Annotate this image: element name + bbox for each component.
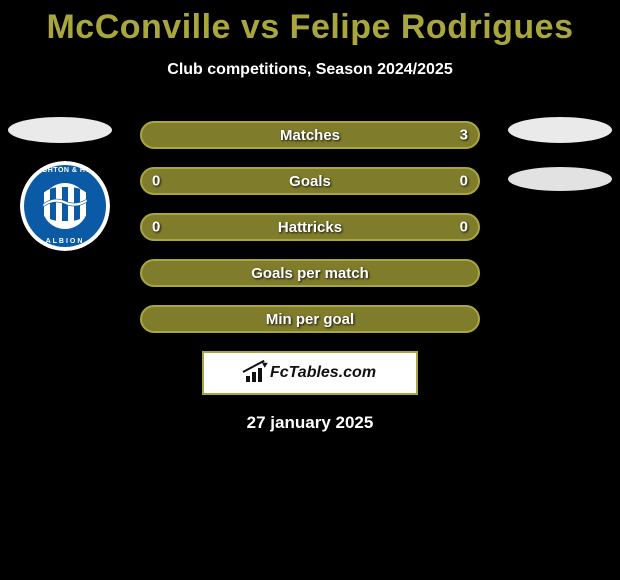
stat-right-value: 0 (460, 219, 468, 236)
bar-chart-arrow-icon (244, 364, 266, 382)
fctables-attribution: FcTables.com (202, 351, 418, 395)
stat-right-value: 3 (460, 127, 468, 144)
player-right-placeholder-oval-2 (508, 167, 612, 191)
stat-label: Goals (289, 173, 331, 190)
stat-row-min-per-goal: Min per goal (140, 305, 480, 333)
stat-label: Matches (280, 127, 340, 144)
page-title: McConville vs Felipe Rodrigues (0, 0, 620, 47)
stat-right-value: 0 (460, 173, 468, 190)
crest-arc-top: BRIGHTON & HOVE (20, 167, 110, 174)
snapshot-date: 27 january 2025 (0, 413, 620, 433)
club-crest-brighton: BRIGHTON & HOVE ALBION (20, 161, 110, 251)
stat-left-value: 0 (152, 219, 160, 236)
stat-row-goals-per-match: Goals per match (140, 259, 480, 287)
stat-label: Hattricks (278, 219, 342, 236)
comparison-area: BRIGHTON & HOVE ALBION Matches 3 0 Goals… (0, 121, 620, 433)
page-subtitle: Club competitions, Season 2024/2025 (0, 61, 620, 79)
stat-row-hattricks: 0 Hattricks 0 (140, 213, 480, 241)
stat-label: Min per goal (266, 311, 354, 328)
player-right-placeholder-oval-1 (508, 117, 612, 143)
stat-bars-container: Matches 3 0 Goals 0 0 Hattricks 0 Goals … (140, 121, 480, 333)
fctables-brand-text: FcTables.com (270, 364, 376, 382)
player-left-placeholder-oval (8, 117, 112, 143)
stat-label: Goals per match (251, 265, 369, 282)
stat-row-goals: 0 Goals 0 (140, 167, 480, 195)
stat-row-matches: Matches 3 (140, 121, 480, 149)
seagull-icon (42, 195, 88, 209)
crest-arc-bottom: ALBION (20, 238, 110, 245)
stat-left-value: 0 (152, 173, 160, 190)
